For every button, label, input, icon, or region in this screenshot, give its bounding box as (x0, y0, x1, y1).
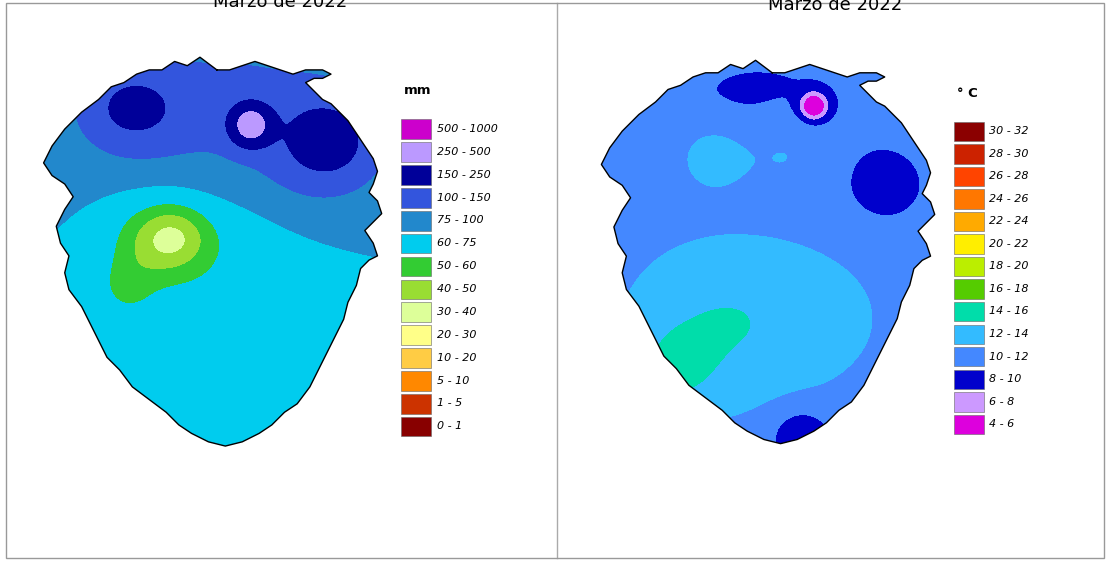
Point (30, 475, 48, 484)
Point (30, 475, 48, 484)
FancyBboxPatch shape (953, 212, 983, 231)
Text: 6 - 8: 6 - 8 (989, 397, 1015, 407)
Point (30, 475, 48, 484)
FancyBboxPatch shape (953, 302, 983, 321)
Text: 26 - 28: 26 - 28 (989, 171, 1029, 181)
Text: 24 - 26: 24 - 26 (989, 194, 1029, 204)
Text: 50 - 60: 50 - 60 (437, 261, 476, 271)
FancyBboxPatch shape (401, 188, 432, 208)
FancyBboxPatch shape (953, 234, 983, 254)
FancyBboxPatch shape (401, 211, 432, 231)
FancyBboxPatch shape (401, 119, 432, 139)
Point (30, 475, 48, 484)
Title: Temperatura Media Mensual
Marzo de 2022: Temperatura Media Mensual Marzo de 2022 (707, 0, 962, 14)
FancyBboxPatch shape (401, 348, 432, 368)
Text: 150 - 250: 150 - 250 (437, 170, 491, 180)
Text: 10 - 12: 10 - 12 (989, 352, 1029, 361)
Point (30, 475, 48, 484)
FancyBboxPatch shape (401, 302, 432, 322)
Point (30, 475, 48, 484)
Text: 0 - 1: 0 - 1 (437, 421, 462, 431)
Point (588, 472, 606, 481)
FancyBboxPatch shape (953, 415, 983, 434)
Text: 30 - 40: 30 - 40 (437, 307, 476, 317)
FancyBboxPatch shape (401, 394, 432, 413)
Text: ° C: ° C (957, 86, 977, 99)
Text: 20 - 22: 20 - 22 (989, 239, 1029, 249)
Point (588, 472, 606, 481)
Text: 28 - 30: 28 - 30 (989, 149, 1029, 159)
Text: 10 - 20: 10 - 20 (437, 353, 476, 363)
Text: 500 - 1000: 500 - 1000 (437, 124, 497, 134)
FancyBboxPatch shape (953, 325, 983, 344)
Text: mm: mm (404, 84, 432, 97)
FancyBboxPatch shape (953, 279, 983, 299)
Text: 30 - 32: 30 - 32 (989, 126, 1029, 136)
Text: 40 - 50: 40 - 50 (437, 284, 476, 294)
Text: 250 - 500: 250 - 500 (437, 147, 491, 157)
Point (588, 472, 606, 481)
Point (30, 475, 48, 484)
Point (30, 475, 48, 484)
Point (30, 475, 48, 484)
Text: 16 - 18: 16 - 18 (989, 284, 1029, 294)
FancyBboxPatch shape (953, 370, 983, 389)
Text: 1 - 5: 1 - 5 (437, 398, 462, 408)
Text: 75 - 100: 75 - 100 (437, 215, 484, 226)
FancyBboxPatch shape (953, 122, 983, 141)
FancyBboxPatch shape (401, 417, 432, 436)
FancyBboxPatch shape (953, 392, 983, 412)
Point (588, 472, 606, 481)
Point (30, 475, 48, 484)
FancyBboxPatch shape (401, 279, 432, 299)
Point (588, 472, 606, 481)
Point (588, 472, 606, 481)
FancyBboxPatch shape (401, 256, 432, 277)
Text: 18 - 20: 18 - 20 (989, 261, 1029, 272)
FancyBboxPatch shape (953, 347, 983, 366)
FancyBboxPatch shape (953, 167, 983, 186)
Point (30, 475, 48, 484)
Point (588, 472, 606, 481)
Text: 100 - 150: 100 - 150 (437, 192, 491, 203)
Point (588, 472, 606, 481)
Text: 14 - 16: 14 - 16 (989, 306, 1029, 316)
Point (30, 475, 48, 484)
Text: 5 - 10: 5 - 10 (437, 376, 470, 385)
Point (588, 472, 606, 481)
FancyBboxPatch shape (401, 165, 432, 185)
Point (30, 475, 48, 484)
FancyBboxPatch shape (401, 325, 432, 345)
Text: 20 - 30: 20 - 30 (437, 330, 476, 340)
Point (30, 475, 48, 484)
Point (588, 472, 606, 481)
Point (588, 472, 606, 481)
FancyBboxPatch shape (953, 144, 983, 163)
Point (588, 472, 606, 481)
FancyBboxPatch shape (401, 234, 432, 254)
FancyBboxPatch shape (401, 371, 432, 390)
Point (588, 472, 606, 481)
FancyBboxPatch shape (953, 257, 983, 276)
Point (30, 475, 48, 484)
Title: Precipitación Mensual
Marzo de 2022: Precipitación Mensual Marzo de 2022 (182, 0, 379, 11)
Text: 60 - 75: 60 - 75 (437, 238, 476, 249)
Point (588, 472, 606, 481)
Point (588, 472, 606, 481)
FancyBboxPatch shape (401, 142, 432, 162)
Point (588, 472, 606, 481)
Text: 4 - 6: 4 - 6 (989, 419, 1015, 429)
Text: 22 - 24: 22 - 24 (989, 216, 1029, 226)
Point (30, 475, 48, 484)
Text: 8 - 10: 8 - 10 (989, 374, 1021, 384)
FancyBboxPatch shape (953, 189, 983, 209)
Text: 12 - 14: 12 - 14 (989, 329, 1029, 339)
